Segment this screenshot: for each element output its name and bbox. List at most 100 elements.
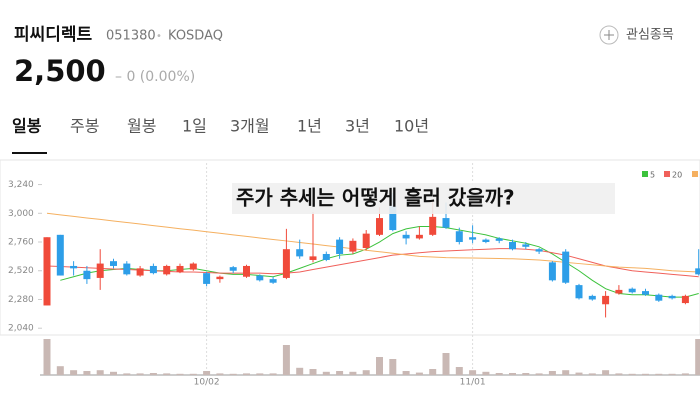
- candle-body: [602, 295, 610, 305]
- legend-swatch: [664, 171, 670, 177]
- volume-bar: [455, 367, 463, 375]
- annotation-box: [232, 183, 615, 214]
- price-change: – 0 (0.00%): [115, 69, 195, 85]
- candle-body: [349, 240, 357, 252]
- candle-body: [522, 244, 530, 247]
- volume-bar: [602, 370, 610, 375]
- candle-body: [56, 234, 64, 276]
- tab[interactable]: 1일: [182, 117, 207, 136]
- volume-bar: [442, 353, 450, 375]
- volume-bar: [269, 373, 277, 375]
- volume-bar: [681, 373, 689, 375]
- separator: •: [156, 31, 162, 42]
- tab[interactable]: 1년: [297, 117, 322, 136]
- tab[interactable]: 주봉: [70, 117, 99, 136]
- volume-bar: [149, 373, 157, 375]
- candle-body: [642, 291, 649, 295]
- candle-body: [668, 295, 676, 299]
- candle-body: [376, 218, 383, 235]
- candle-body: [163, 265, 171, 275]
- tab[interactable]: 월봉: [127, 117, 156, 136]
- candle-body: [615, 289, 623, 294]
- tab[interactable]: 3년: [345, 117, 370, 136]
- volume-bar: [56, 366, 64, 375]
- volume-bar: [415, 372, 423, 375]
- moving-average: [46, 212, 699, 273]
- candle-body: [43, 237, 51, 306]
- volume-bar: [509, 373, 516, 375]
- plus-sign: [604, 30, 614, 40]
- watch-label: 관심종목: [626, 28, 674, 43]
- legend-swatch: [692, 171, 698, 177]
- volume-bar: [163, 373, 171, 375]
- candle-body: [176, 265, 184, 272]
- y-tick-label: 2,040: [8, 324, 34, 334]
- candle-body: [282, 249, 290, 278]
- volume-bar: [376, 357, 383, 375]
- volume-bar: [495, 373, 503, 375]
- volume-bar: [203, 371, 211, 375]
- candle-body: [695, 268, 700, 275]
- legend-label: 5: [650, 171, 655, 180]
- volume-bar: [469, 370, 477, 375]
- volume-bar: [189, 373, 197, 375]
- volume-bar: [628, 373, 636, 375]
- volume-bar: [389, 359, 397, 375]
- candle-body: [362, 233, 370, 248]
- price: 2,500: [14, 54, 106, 88]
- candle-body: [136, 268, 144, 276]
- legend-label: 20: [672, 171, 682, 180]
- volume-bar: [482, 371, 490, 375]
- candle-body: [562, 251, 570, 283]
- candle-body: [442, 218, 450, 228]
- candle-body: [681, 295, 689, 304]
- volume-bar: [243, 373, 250, 375]
- legend-swatch: [642, 171, 648, 177]
- tab[interactable]: 3개월: [230, 117, 270, 136]
- stock-name: 피씨디렉트: [14, 25, 93, 45]
- volume-bar: [575, 372, 583, 375]
- moving-average: [46, 248, 699, 278]
- tabs: 일봉 주봉 월봉 1일 3개월 1년 3년 10년: [12, 117, 429, 136]
- volume-bar: [282, 345, 290, 375]
- watch-button[interactable]: 관심종목: [599, 25, 674, 45]
- candle-body: [389, 206, 397, 231]
- candle-body: [455, 231, 463, 243]
- candle-body: [149, 265, 157, 274]
- candle-body: [309, 256, 317, 260]
- candle-body: [575, 285, 583, 299]
- volume-bar: [136, 373, 144, 375]
- candle-body: [123, 263, 131, 275]
- plot-frame: [0, 159, 700, 336]
- tab[interactable]: 일봉: [12, 117, 42, 136]
- volume-bar: [123, 373, 131, 375]
- chart: 2,040 2,280 2,520 2,760 3,000 3,240 10/02 11/01…: [0, 159, 700, 388]
- candle-body: [70, 265, 78, 269]
- volume-bar: [43, 339, 51, 375]
- x-tick-label: 10/02: [194, 378, 220, 388]
- candle-body: [588, 295, 596, 300]
- volume-bar: [309, 369, 317, 375]
- candle-body: [535, 249, 543, 252]
- volume-bar: [522, 373, 530, 375]
- volume-bar: [229, 373, 237, 375]
- volume-bar: [216, 373, 224, 375]
- candle-body: [216, 276, 224, 280]
- candle-body: [256, 275, 264, 281]
- candle-body: [203, 273, 211, 284]
- stock-code: 051380: [106, 29, 156, 44]
- candle-body: [469, 237, 477, 240]
- volume-bar: [256, 373, 264, 375]
- candle-body: [415, 234, 423, 239]
- y-tick-label: 2,280: [8, 295, 34, 305]
- candle-body: [96, 263, 104, 278]
- candle-body: [83, 270, 91, 280]
- tab[interactable]: 10년: [394, 117, 429, 136]
- volume-bar: [296, 367, 304, 375]
- candle-body: [336, 239, 344, 254]
- moving-average: [60, 225, 699, 298]
- volume-bar: [70, 370, 78, 375]
- candle-body: [429, 216, 437, 235]
- y-tick-label: 2,760: [8, 238, 34, 248]
- volume-bar: [110, 371, 117, 375]
